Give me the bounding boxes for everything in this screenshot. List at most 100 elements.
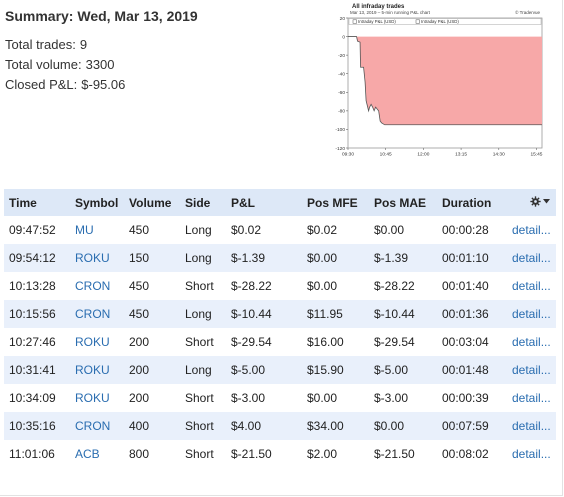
cell-volume: 450 <box>129 279 150 293</box>
x-tick-label: 09:30 <box>342 152 354 158</box>
cell-pos-mfe: $15.90 <box>302 356 369 384</box>
col-header-pos-mfe[interactable]: Pos MFE <box>302 189 369 216</box>
table-header-row: Time Symbol Volume Side P&L Pos MFE Pos … <box>4 189 556 216</box>
closed-pnl: Closed P&L: $-95.06 <box>5 77 125 92</box>
pnl-area <box>348 36 542 125</box>
cell-pos-mae: $-28.22 <box>374 279 415 293</box>
total-volume: Total volume: 3300 <box>5 57 115 72</box>
cell-pnl: $4.00 <box>226 412 302 440</box>
cell-time: 11:01:06 <box>9 447 55 461</box>
cell-side: Short <box>185 335 214 349</box>
legend-swatch <box>415 19 420 24</box>
cell-volume: 450 <box>129 223 150 237</box>
cell-duration: 00:00:39 <box>442 391 489 405</box>
table-row[interactable]: 10:13:28 CRON 450 Short $-28.22 $0.00 $-28.22 0… <box>4 272 556 300</box>
cell-time: 10:34:09 <box>9 391 56 405</box>
table-settings-cell <box>507 189 556 216</box>
table-settings-button[interactable] <box>530 195 550 207</box>
table-row[interactable]: 10:31:41 ROKU 200 Long $-5.00 $15.90 $-5.00 00:… <box>4 356 556 384</box>
cell-symbol[interactable]: CRON <box>70 412 124 440</box>
cell-pos-mfe: $0.00 <box>307 391 338 405</box>
cell-time: 10:15:56 <box>4 300 70 328</box>
detail-link[interactable]: detail... <box>512 279 551 293</box>
trades-table-body: 09:47:52 MU 450 Long $0.02 $0.02 $0.00 00:00:28… <box>4 216 556 468</box>
cell-side: Long <box>180 300 226 328</box>
cell-volume: 200 <box>124 356 180 384</box>
x-tick-label: 13:15 <box>455 152 467 158</box>
cell-side: Short <box>185 391 214 405</box>
cell-pos-mae: $-10.44 <box>369 300 437 328</box>
cell-side: Long <box>180 244 226 272</box>
cell-symbol[interactable]: ROKU <box>75 391 110 405</box>
y-tick-label: -40 <box>338 72 345 78</box>
cell-pos-mae: $-5.00 <box>369 356 437 384</box>
closed-pnl-label: Closed P&L: <box>5 77 78 92</box>
table-row[interactable]: 10:15:56 CRON 450 Long $-10.44 $11.95 $-10.44 0… <box>4 300 556 328</box>
col-header-pnl[interactable]: P&L <box>226 189 302 216</box>
table-row[interactable]: 09:47:52 MU 450 Long $0.02 $0.02 $0.00 00:00:28… <box>4 216 556 244</box>
table-row[interactable]: 10:27:46 ROKU 200 Short $-29.54 $16.00 $-29.54… <box>4 328 556 356</box>
legend-entry: Intraday P&L (USD) <box>421 19 459 24</box>
detail-link[interactable]: detail... <box>512 391 551 405</box>
cell-volume: 200 <box>129 335 150 349</box>
y-tick-label: -80 <box>338 109 345 115</box>
cell-pos-mfe: $11.95 <box>302 300 369 328</box>
cell-symbol[interactable]: ROKU <box>70 244 124 272</box>
legend-swatch <box>352 19 357 24</box>
detail-link[interactable]: detail... <box>507 300 556 328</box>
cell-symbol[interactable]: ROKU <box>70 356 124 384</box>
x-tick-label: 10:45 <box>380 152 392 158</box>
cell-symbol[interactable]: CRON <box>70 300 124 328</box>
chart-x-axis: 09:30 10:45 12:00 13:15 14:30 15:45 <box>342 148 543 158</box>
col-header-pos-mae[interactable]: Pos MAE <box>369 189 437 216</box>
detail-link[interactable]: detail... <box>512 447 551 461</box>
y-tick-label: -100 <box>335 127 345 133</box>
legend-box <box>348 18 542 25</box>
col-header-volume[interactable]: Volume <box>124 189 180 216</box>
detail-link[interactable]: detail... <box>512 223 551 237</box>
closed-pnl-value: $-95.06 <box>81 77 126 92</box>
cell-volume: 450 <box>124 300 180 328</box>
cell-pnl: $0.02 <box>231 223 262 237</box>
cell-time: 10:13:28 <box>9 279 56 293</box>
chart-subtitle: Mar 13, 2019 – 5-min running P&L chart <box>350 10 431 15</box>
col-header-duration[interactable]: Duration <box>437 189 507 216</box>
cell-volume: 400 <box>124 412 180 440</box>
table-row[interactable]: 09:54:12 ROKU 150 Long $-1.39 $0.00 $-1.39 00:0… <box>4 244 556 272</box>
cell-pos-mae: $-29.54 <box>374 335 415 349</box>
col-header-side[interactable]: Side <box>180 189 226 216</box>
detail-link[interactable]: detail... <box>507 412 556 440</box>
total-trades: Total trades: 9 <box>5 37 87 52</box>
gear-icon <box>530 195 541 207</box>
legend-entry: Intraday P&L (USD) <box>358 19 396 24</box>
table-row[interactable]: 10:35:16 CRON 400 Short $4.00 $34.00 $0.00 00:0… <box>4 412 556 440</box>
detail-link[interactable]: detail... <box>512 335 551 349</box>
cell-pnl: $-1.39 <box>226 244 302 272</box>
cell-duration: 00:07:59 <box>437 412 507 440</box>
cell-symbol[interactable]: ACB <box>75 447 100 461</box>
cell-symbol[interactable]: MU <box>75 223 94 237</box>
detail-link[interactable]: detail... <box>507 356 556 384</box>
cell-symbol[interactable]: ROKU <box>75 335 110 349</box>
cell-volume: 800 <box>129 447 150 461</box>
cell-pnl: $-10.44 <box>226 300 302 328</box>
cell-pos-mae: $-3.00 <box>374 391 409 405</box>
cell-pnl: $-28.22 <box>231 279 272 293</box>
cell-pos-mfe: $34.00 <box>302 412 369 440</box>
table-row[interactable]: 10:34:09 ROKU 200 Short $-3.00 $0.00 $-3.00 00:… <box>4 384 556 412</box>
detail-link[interactable]: detail... <box>507 244 556 272</box>
table-row[interactable]: 11:01:06 ACB 800 Short $-21.50 $2.00 $-21.50 00… <box>4 440 556 468</box>
col-header-time[interactable]: Time <box>4 189 70 216</box>
x-tick-label: 15:45 <box>530 152 542 158</box>
x-tick-label: 12:00 <box>417 152 429 158</box>
cell-volume: 200 <box>129 391 150 405</box>
cell-pnl: $-29.54 <box>231 335 272 349</box>
cell-duration: 00:01:40 <box>442 279 489 293</box>
cell-pos-mfe: $0.02 <box>307 223 338 237</box>
col-header-symbol[interactable]: Symbol <box>70 189 124 216</box>
cell-symbol[interactable]: CRON <box>75 279 111 293</box>
chart-legend: Intraday P&L (USD) Intraday P&L (USD) <box>348 18 542 25</box>
cell-duration: 00:01:48 <box>437 356 507 384</box>
cell-time: 10:27:46 <box>9 335 56 349</box>
